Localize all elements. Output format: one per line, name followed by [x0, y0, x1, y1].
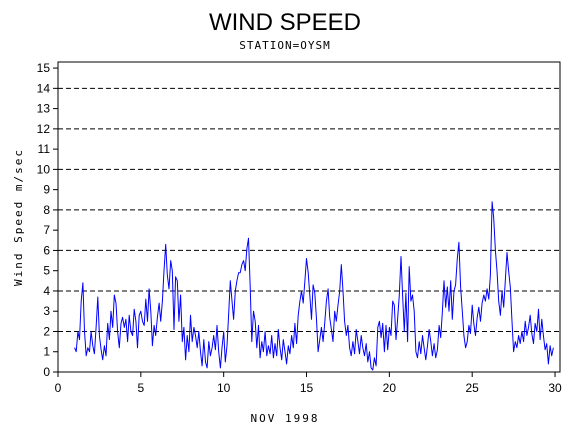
series-layer — [74, 201, 554, 371]
y-tick-label-1: 1 — [43, 345, 50, 359]
plot-frame — [57, 61, 561, 373]
y-tick-label-10: 10 — [37, 162, 51, 176]
chart-subtitle: STATION=OYSM — [239, 39, 330, 52]
y-tick-label-12: 12 — [37, 122, 51, 136]
x-tick-label-20: 20 — [383, 381, 397, 395]
y-tick-label-5: 5 — [43, 264, 50, 278]
grid-lines — [58, 87, 560, 373]
y-tick-label-2: 2 — [43, 324, 50, 338]
x-tick-label-15: 15 — [300, 381, 314, 395]
x-tick-label-25: 25 — [466, 381, 480, 395]
x-axis-label: NOV 1998 — [251, 412, 320, 425]
x-axis-ticks: 0 5 10 15 20 25 30 — [55, 372, 562, 395]
series-line-wind-speed — [74, 201, 554, 371]
y-tick-label-13: 13 — [37, 102, 51, 116]
y-tick-label-8: 8 — [43, 203, 50, 217]
x-tick-label-10: 10 — [217, 381, 231, 395]
y-tick-label-6: 6 — [43, 243, 50, 257]
y-tick-label-7: 7 — [43, 223, 50, 237]
y-tick-label-14: 14 — [37, 81, 51, 95]
y-tick-label-0: 0 — [43, 365, 50, 379]
y-tick-label-11: 11 — [38, 142, 51, 156]
y-axis-label: Wind Speed m/sec — [12, 148, 25, 286]
y-tick-label-4: 4 — [43, 284, 50, 298]
y-tick-label-9: 9 — [43, 183, 50, 197]
y-tick-label-3: 3 — [43, 304, 50, 318]
y-tick-label-15: 15 — [37, 61, 51, 75]
chart-title: WIND SPEED — [209, 9, 361, 36]
x-tick-label-0: 0 — [55, 381, 62, 395]
x-tick-label-5: 5 — [137, 381, 144, 395]
x-tick-label-30: 30 — [548, 381, 562, 395]
